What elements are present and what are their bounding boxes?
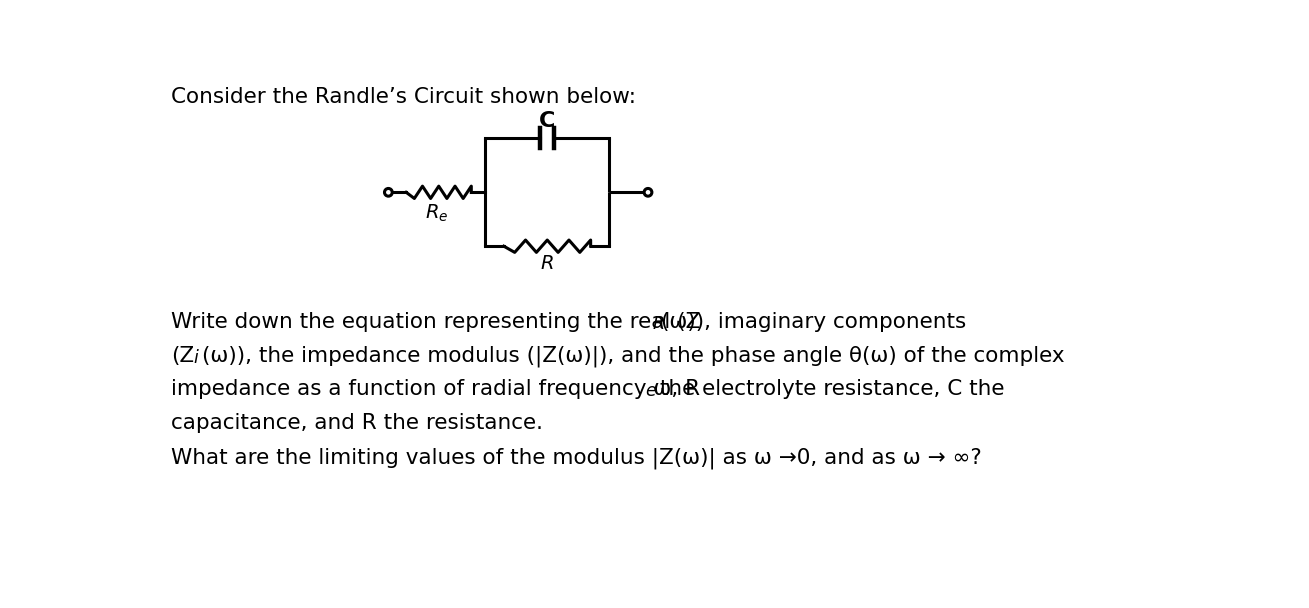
Text: Write down the equation representing the real (Z: Write down the equation representing the… [171,312,700,331]
Text: What are the limiting values of the modulus |Z(ω)| as ω →0, and as ω → ∞?: What are the limiting values of the modu… [171,447,982,469]
Text: C: C [539,111,555,131]
Text: capacitance, and R the resistance.: capacitance, and R the resistance. [171,413,543,434]
Text: impedance as a function of radial frequency ω, R: impedance as a function of radial freque… [171,379,700,399]
Text: R: R [541,254,554,273]
Text: $R_e$: $R_e$ [424,202,448,224]
Text: R: R [653,315,665,333]
Text: (ω)), imaginary components: (ω)), imaginary components [661,312,966,331]
Text: the electrolyte resistance, C the: the electrolyte resistance, C the [653,379,1004,399]
Text: i: i [192,348,198,367]
Text: e: e [645,382,656,401]
Text: (Z: (Z [171,345,195,365]
Text: Write down the equation representing the real (Z: Write down the equation representing the… [171,312,700,331]
Text: (ω)), the impedance modulus (|Z(ω)|), and the phase angle θ(ω) of the complex: (ω)), the impedance modulus (|Z(ω)|), an… [202,345,1064,367]
Text: Consider the Randle’s Circuit shown below:: Consider the Randle’s Circuit shown belo… [171,87,636,107]
